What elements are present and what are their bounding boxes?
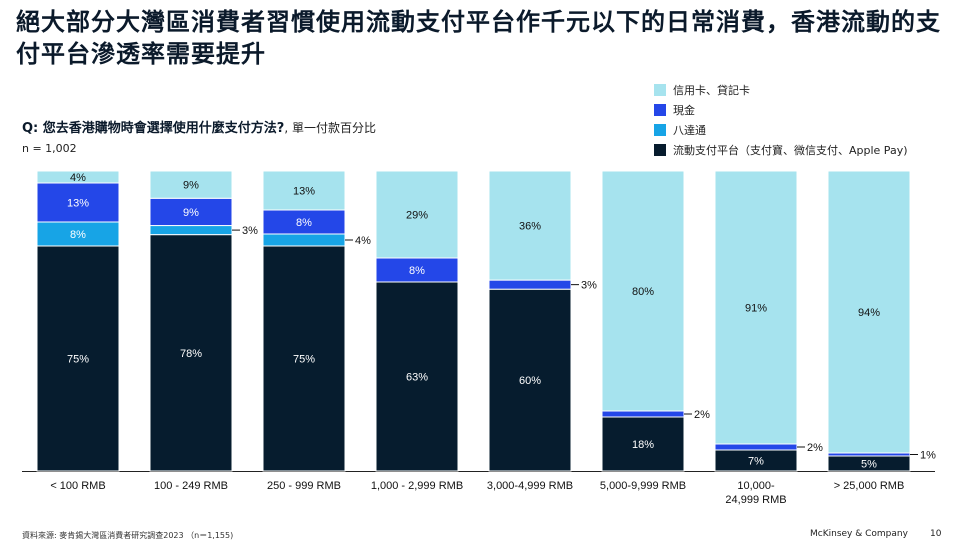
bar-segment: [149, 234, 233, 472]
data-label: 5%: [861, 459, 877, 471]
bar-segment: [36, 170, 120, 184]
page-number: 10: [930, 529, 942, 539]
bar-segment: [149, 170, 233, 199]
bar-segment: [375, 257, 459, 283]
legend-label: 現金: [673, 104, 695, 117]
data-label: 8%: [70, 229, 86, 241]
data-label: 13%: [67, 198, 89, 210]
company-name: McKinsey & Company: [810, 529, 908, 539]
bar-segment: [601, 170, 685, 412]
data-label: 36%: [519, 221, 541, 233]
data-label: 91%: [745, 303, 767, 315]
legend-item: 流動支付平台（支付寶、微信支付、Apple Pay): [654, 140, 908, 160]
bar-segment: [375, 170, 459, 259]
data-label: 9%: [183, 180, 199, 192]
data-label: 8%: [296, 217, 312, 229]
bar-segment: [375, 281, 459, 472]
bar-segment: [601, 410, 685, 418]
question-text: Q: 您去香港購物時會選擇使用什麼支付方法?: [22, 121, 285, 136]
data-label: 78%: [180, 348, 202, 360]
legend-swatch: [654, 104, 666, 116]
data-label: 4%: [70, 172, 86, 184]
legend-label: 八達通: [673, 124, 706, 137]
legend-swatch: [654, 84, 666, 96]
source-note: 資料來源: 麥肯錫大灣區消費者研究調查2023 （n＝1,155): [22, 531, 234, 540]
survey-question: Q: 您去香港購物時會選擇使用什麼支付方法?, 單一付款百分比: [22, 117, 376, 136]
category-label: 3,000-4,999 RMB: [487, 480, 573, 492]
category-label: 100 - 249 RMB: [154, 480, 228, 492]
legend-item: 八達通: [654, 120, 908, 140]
question-unit: , 單一付款百分比: [284, 121, 376, 135]
sample-size: n = 1,002: [22, 142, 77, 155]
category-label: < 100 RMB: [50, 480, 105, 492]
data-label: 94%: [858, 307, 880, 319]
data-label-outside: 4%: [355, 235, 371, 247]
data-label: 13%: [293, 186, 315, 198]
page-title: 絕大部分大灣區消費者習慣使用流動支付平台作千元以下的日常消費，香港流動的支付平台…: [16, 8, 941, 68]
bar-segment: [262, 233, 346, 247]
data-label: 18%: [632, 439, 654, 451]
data-label: 8%: [409, 265, 425, 277]
category-label: > 25,000 RMB: [834, 480, 905, 492]
data-label: 29%: [406, 210, 428, 222]
category-label: 10,000-: [737, 480, 775, 492]
bar-segment: [601, 416, 685, 472]
bar-segment: [262, 170, 346, 211]
bar-segment: [488, 279, 572, 290]
bar-segment: [488, 288, 572, 472]
data-label-outside: 1%: [920, 450, 936, 462]
data-label: 7%: [748, 456, 764, 468]
category-label: 5,000-9,999 RMB: [600, 480, 686, 492]
legend-swatch: [654, 124, 666, 136]
bar-segment: [262, 209, 346, 235]
legend-item: 現金: [654, 100, 908, 120]
legend-label: 信用卡、貸記卡: [673, 84, 750, 97]
category-label: 1,000 - 2,999 RMB: [371, 480, 463, 492]
category-label: 250 - 999 RMB: [267, 480, 341, 492]
category-label: 24,999 RMB: [725, 494, 786, 506]
data-label-outside: 2%: [694, 409, 710, 421]
data-label: 63%: [406, 372, 428, 384]
data-label: 75%: [67, 354, 89, 366]
data-label-outside: 3%: [242, 225, 258, 237]
legend-label: 流動支付平台（支付寶、微信支付、Apple Pay): [673, 144, 908, 157]
bar-segment: [262, 245, 346, 472]
data-label-outside: 2%: [807, 442, 823, 454]
data-label: 75%: [293, 354, 315, 366]
data-label: 60%: [519, 375, 541, 387]
legend-swatch: [654, 144, 666, 156]
bar-segment: [149, 225, 233, 236]
bar-segment: [36, 245, 120, 472]
data-label-outside: 3%: [581, 280, 597, 292]
bar-segment: [488, 170, 572, 281]
bar-segment: [714, 443, 798, 451]
legend-item: 信用卡、貸記卡: [654, 80, 908, 100]
data-label: 9%: [183, 207, 199, 219]
data-label: 80%: [632, 286, 654, 298]
bar-segment: [827, 170, 911, 454]
chart-legend: 信用卡、貸記卡 現金八達通流動支付平台（支付寶、微信支付、Apple Pay): [654, 80, 908, 160]
bar-segment: [714, 170, 798, 445]
